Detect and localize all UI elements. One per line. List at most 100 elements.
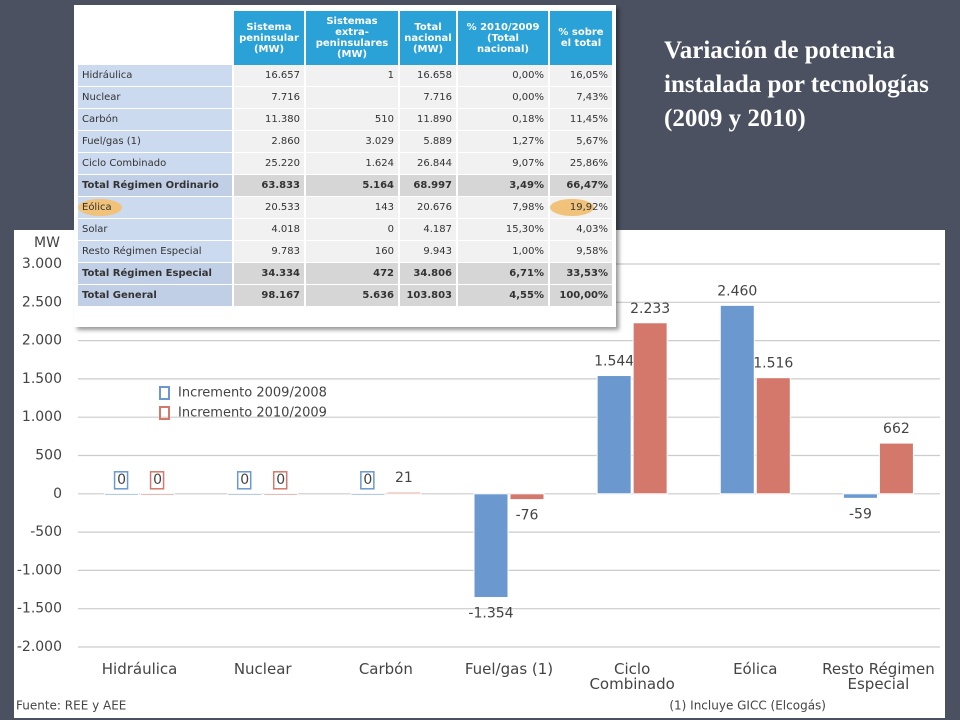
cell-text: 0,18%: [512, 114, 544, 125]
cell-text: 6,71%: [509, 268, 544, 279]
table-cell: 68.997: [399, 174, 458, 197]
cell-text: 9.943: [423, 246, 452, 257]
cell-text: 510: [374, 114, 394, 125]
table-row: Hidráulica 16.657 1 16.658 0,00% 16,05%: [78, 65, 614, 87]
y-axis-label: MW: [34, 235, 60, 251]
slide-title: Variación de potencia instalada por tecn…: [664, 37, 929, 132]
table-cell: 6,71%: [457, 262, 550, 285]
table-cell: 9.943: [399, 240, 458, 263]
x-tick-label: Nuclear: [233, 660, 292, 678]
data-label: 1.544: [594, 354, 634, 370]
table-cell: 5.164: [305, 174, 400, 197]
table-cell: 11.380: [233, 108, 306, 131]
table-cell: 66,47%: [549, 174, 614, 197]
y-tick-label: -2.000: [17, 639, 62, 655]
bar: [263, 493, 299, 496]
table-cell: 160: [305, 240, 400, 263]
cell-text: 0,00%: [512, 92, 544, 103]
table-cell: 11.890: [399, 108, 458, 131]
cell-text: Fuel/gas (1): [82, 136, 141, 147]
x-tick-label: Resto Régimen Especial: [822, 660, 935, 693]
zero-box: [272, 471, 288, 490]
cell-text: 9,07%: [512, 158, 544, 169]
table-cell: 1.624: [305, 152, 400, 175]
table-cell: 11,45%: [549, 108, 614, 131]
table-cell: 20.676: [399, 196, 458, 219]
table-row: Eólica 20.533 143 20.676 7,98% 19,92%: [78, 196, 614, 219]
cell-text: 7.716: [271, 92, 300, 103]
row-label: Nuclear: [78, 86, 234, 109]
cell-text: 5.889: [423, 136, 452, 147]
y-tick-label: 3.000: [22, 256, 62, 272]
bar: [227, 493, 263, 496]
cell-text: Eólica: [82, 202, 112, 213]
cell-text: 1.624: [365, 158, 394, 169]
data-label: 2.233: [630, 301, 670, 317]
data-label: 0: [276, 472, 285, 488]
cell-text: 3.029: [365, 136, 394, 147]
table-cell: 4.018: [233, 218, 306, 241]
table-cell: 16.658: [399, 65, 458, 87]
data-label: -59: [849, 506, 872, 522]
row-label: Ciclo Combinado: [78, 152, 234, 175]
cell-text: 1: [387, 70, 394, 81]
cell-text: 143: [374, 202, 394, 213]
cell-text: 100,00%: [559, 290, 608, 301]
table-cell: 19,92%: [549, 196, 614, 219]
column-header: Total nacional (MW): [399, 11, 458, 65]
table-cell: 103.803: [399, 284, 458, 307]
cell-text: 5.164: [362, 180, 394, 191]
x-tick-label: Hidráulica: [101, 660, 178, 678]
bar: [878, 442, 914, 495]
bar: [386, 491, 422, 495]
table-cell: 0: [305, 218, 400, 241]
row-label: Resto Régimen Especial: [78, 240, 234, 263]
cell-text: 11.380: [265, 114, 300, 125]
table-row: Nuclear 7.716 7.716 0,00% 7,43%: [78, 86, 614, 109]
cell-text: 11.890: [417, 114, 452, 125]
table-row: Total Régimen Ordinario 63.833 5.164 68.997…: [78, 174, 614, 197]
table-cell: 0,18%: [457, 108, 550, 131]
cell-text: 1,00%: [512, 246, 544, 257]
table-cell: 9,58%: [549, 240, 614, 263]
footnote: (1) Incluye GICC (Elcogás): [669, 699, 826, 713]
cell-text: 103.803: [406, 290, 452, 301]
table-cell: 1,00%: [457, 240, 550, 263]
y-tick-label: 1.000: [22, 409, 62, 425]
table: Sistema peninsular (MW) Sistemas extra-pe…: [78, 11, 614, 307]
column-header: Sistema peninsular (MW): [233, 11, 306, 65]
table-cell: 7.716: [399, 86, 458, 109]
cell-text: 25,86%: [569, 158, 608, 169]
cell-text: 25.220: [265, 158, 300, 169]
cell-text: 15,30%: [505, 224, 544, 235]
cell-text: 34.806: [413, 268, 452, 279]
row-label: Eólica: [78, 196, 234, 219]
bar: [755, 377, 791, 495]
cell-text: Total Régimen Ordinario: [82, 180, 219, 191]
data-label: 21: [395, 470, 413, 486]
cell-text: 4,55%: [509, 290, 544, 301]
x-tick-label: Ciclo Combinado: [589, 660, 675, 693]
column-header: % sobre el total: [549, 11, 614, 65]
y-tick-label: 0: [53, 486, 62, 502]
table-cell: 26.844: [399, 152, 458, 175]
bar: [842, 493, 878, 499]
table-cell: 0,00%: [457, 65, 550, 87]
table-cell: 25,86%: [549, 152, 614, 175]
table-cell: 3,49%: [457, 174, 550, 197]
cell-text: 472: [373, 268, 394, 279]
cell-text: 34.334: [261, 268, 300, 279]
cell-text: 160: [374, 246, 394, 257]
table-cell: 34.334: [233, 262, 306, 285]
cell-text: Carbón: [82, 114, 119, 125]
cell-text: 7,98%: [512, 202, 544, 213]
y-tick-label: 2.500: [22, 294, 62, 310]
x-tick-label: Fuel/gas (1): [464, 660, 554, 678]
row-label: Total Régimen Especial: [78, 262, 234, 285]
cell-text: Nuclear: [82, 92, 121, 103]
x-tick-label: Carbón: [358, 660, 413, 678]
table-cell: 100,00%: [549, 284, 614, 307]
table-cell: 98.167: [233, 284, 306, 307]
table-row: Total Régimen Especial 34.334 472 34.806 6,7…: [78, 262, 614, 285]
